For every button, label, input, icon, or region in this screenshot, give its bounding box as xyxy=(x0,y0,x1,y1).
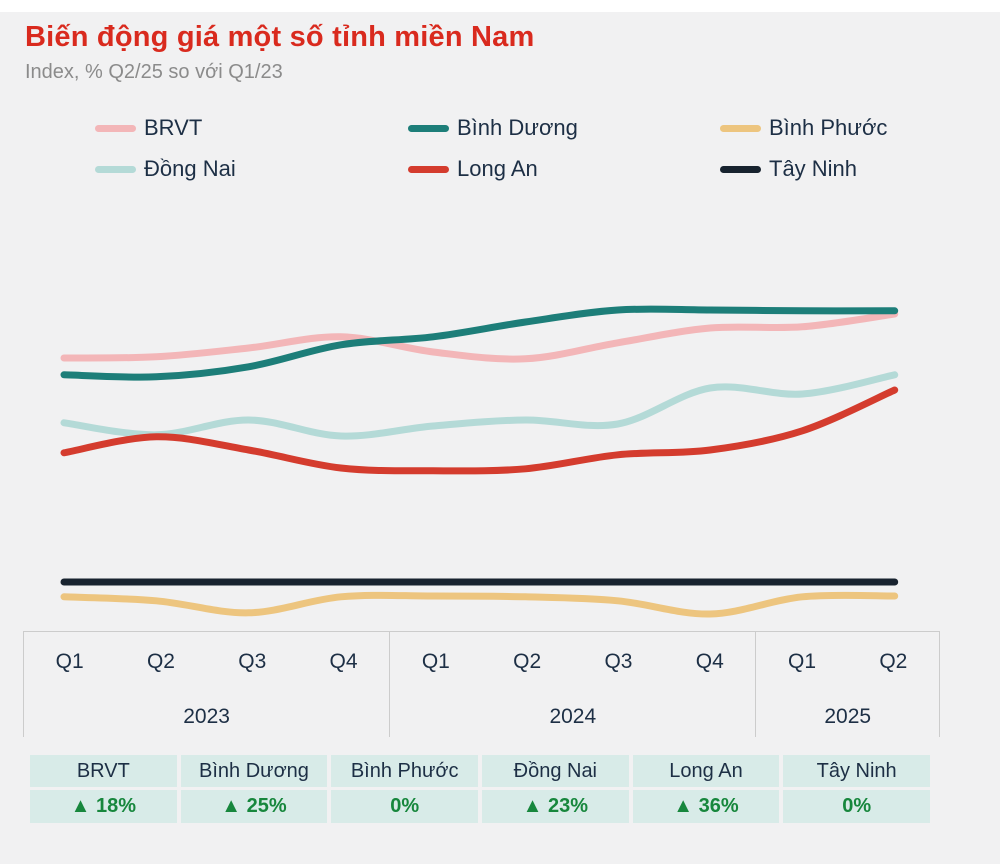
line-brvt xyxy=(60,310,899,363)
legend-item-binh-duong: Bình Dương xyxy=(408,112,720,144)
line-long-an xyxy=(60,386,899,475)
summary-header-cell: Đồng Nai xyxy=(482,755,629,787)
legend-swatch-binh-duong xyxy=(408,124,449,132)
legend-item-brvt: BRVT xyxy=(95,112,408,144)
legend-item-long-an: Long An xyxy=(408,153,720,185)
legend-swatch-tay-ninh xyxy=(720,165,761,173)
quarter-label: Q3 xyxy=(604,650,633,673)
summary-change-cell: 0% xyxy=(783,790,930,823)
legend-item-dong-nai: Đồng Nai xyxy=(95,153,408,185)
summary-table: BRVT Bình Dương Bình Phước Đồng Nai Long An T… xyxy=(30,755,930,823)
quarter-labels-row: Q1 Q2 xyxy=(756,648,939,676)
quarter-label: Q2 xyxy=(146,650,175,673)
line-binh-phuoc xyxy=(60,591,899,618)
legend-item-tay-ninh: Tây Ninh xyxy=(720,153,990,185)
axis-group-2025: Q1 Q2 2025 xyxy=(756,632,939,737)
quarter-label: Q4 xyxy=(329,650,358,673)
legend-item-binh-phuoc: Bình Phước xyxy=(720,112,990,144)
page-subtitle: Index, % Q2/25 so với Q1/23 xyxy=(25,61,283,83)
summary-change-cell: ▲ 25% xyxy=(180,790,328,823)
quarter-labels-row: Q1 Q2 Q3 Q4 xyxy=(24,648,389,676)
price-index-line-chart xyxy=(60,305,899,618)
legend-swatch-brvt xyxy=(95,124,136,132)
year-label: 2023 xyxy=(183,705,230,728)
top-white-strip xyxy=(0,0,1000,12)
legend-label: Long An xyxy=(457,156,538,181)
legend-label: Đồng Nai xyxy=(144,156,236,181)
quarter-label: Q2 xyxy=(879,650,908,673)
quarter-label: Q1 xyxy=(788,650,817,673)
line-dong-nai xyxy=(60,371,899,440)
page-title: Biến động giá một số tỉnh miền Nam xyxy=(25,21,535,53)
axis-group-2024: Q1 Q2 Q3 Q4 2024 xyxy=(390,632,757,737)
axis-group-2023: Q1 Q2 Q3 Q4 2023 xyxy=(24,632,391,737)
legend-label: Bình Dương xyxy=(457,115,578,140)
legend-label: Tây Ninh xyxy=(769,156,858,181)
legend-swatch-dong-nai xyxy=(95,165,136,173)
quarter-label: Q1 xyxy=(55,650,84,673)
summary-change-cell: 0% xyxy=(331,790,478,823)
chart-legend: BRVT Bình Dương Bình Phước Đồng Nai Long An T… xyxy=(95,112,990,185)
legend-swatch-binh-phuoc xyxy=(720,124,761,132)
legend-swatch-long-an xyxy=(408,165,449,173)
summary-header-cell: Long An xyxy=(632,755,780,787)
legend-label: BRVT xyxy=(144,115,203,140)
summary-change-cell: ▲ 18% xyxy=(30,790,177,823)
quarter-labels-row: Q1 Q2 Q3 Q4 xyxy=(390,648,755,676)
legend-label: Bình Phước xyxy=(769,115,888,140)
summary-header-cell: Tây Ninh xyxy=(783,755,930,787)
summary-header-cell: Bình Phước xyxy=(331,755,478,787)
year-label: 2025 xyxy=(824,705,872,728)
summary-change-cell: ▲ 36% xyxy=(632,790,780,823)
x-axis: Q1 Q2 Q3 Q4 2023 Q1 Q2 Q3 Q4 2024 Q1 Q2 2025 xyxy=(23,631,940,737)
line-binh-duong xyxy=(60,305,899,381)
quarter-label: Q2 xyxy=(513,650,542,673)
summary-header-cell: BRVT xyxy=(30,755,177,787)
summary-change-cell: ▲ 23% xyxy=(482,790,629,823)
year-label: 2024 xyxy=(549,705,597,728)
quarter-label: Q3 xyxy=(238,650,267,673)
quarter-label: Q1 xyxy=(421,650,450,673)
quarter-label: Q4 xyxy=(695,650,724,673)
summary-header-cell: Bình Dương xyxy=(180,755,328,787)
